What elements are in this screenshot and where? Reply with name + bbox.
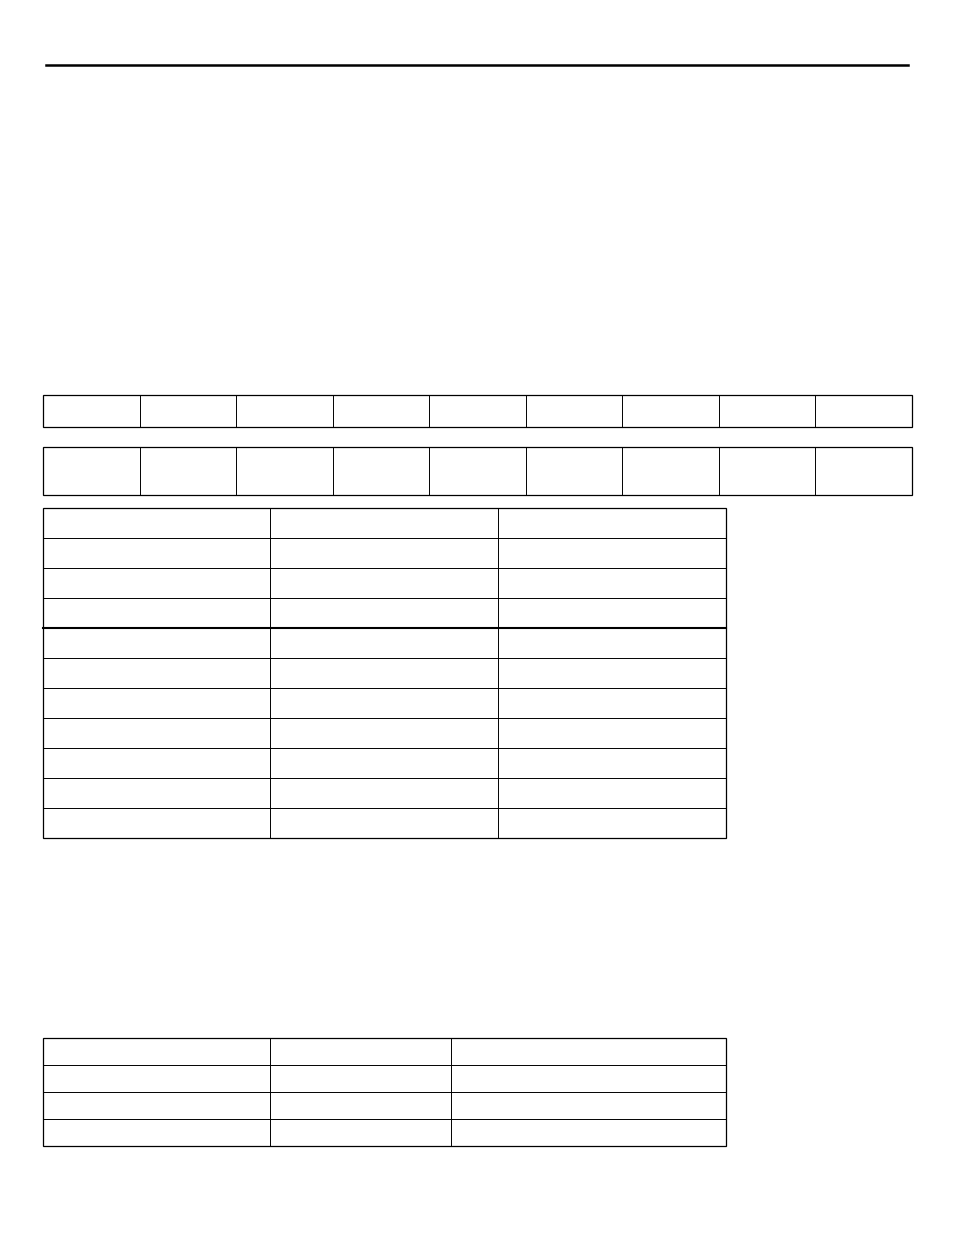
Bar bbox=[43, 1037, 725, 1146]
Bar bbox=[43, 395, 911, 427]
Bar bbox=[43, 447, 911, 495]
Bar bbox=[43, 508, 725, 839]
